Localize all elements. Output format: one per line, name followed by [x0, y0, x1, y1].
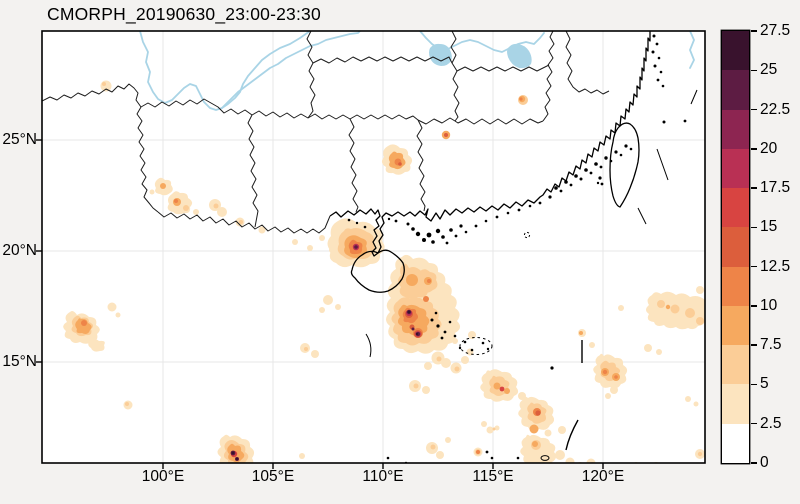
x-tick-label: 100°E: [141, 468, 185, 485]
xisha-islands-outline: [459, 337, 493, 355]
colorbar-tick-mark: [751, 305, 757, 307]
atoll-outlines: [365, 89, 698, 461]
colorbar-tick-mark: [751, 30, 757, 32]
poyang-lake: [507, 43, 532, 69]
colorbar-segment: [722, 31, 749, 71]
x-tick-label: 110°E: [362, 468, 404, 485]
x-tick-label: 105°E: [251, 468, 295, 485]
x-tick-label: 120°E: [581, 468, 625, 485]
colorbar-tick-label: 20: [760, 139, 778, 157]
colorbar-segment: [722, 423, 749, 463]
colorbar-tick-label: 22.5: [760, 100, 791, 118]
hainan-island: [350, 249, 405, 293]
colorbar-tick-mark: [751, 383, 757, 386]
colorbar-tick-label: 5: [760, 375, 769, 393]
colorbar-segment: [722, 384, 749, 424]
dongting-lake: [429, 43, 452, 66]
colorbar-tick-label: 2.5: [760, 414, 782, 432]
colorbar-tick-mark: [751, 226, 757, 229]
y-tick-label: 20°N: [2, 242, 37, 259]
colorbar-tick-label: 12.5: [760, 257, 791, 275]
colorbar-segment: [722, 345, 749, 385]
colorbar-segment: [722, 227, 749, 267]
precipitation-layer: [63, 80, 705, 463]
colorbar-tick-mark: [751, 187, 757, 189]
river-yangtze-east: [221, 31, 361, 109]
page-title: CMORPH_20190630_23:00-23:30: [47, 4, 321, 24]
river-upper-yangtze: [221, 31, 311, 109]
precip-cells-cores: [81, 97, 618, 461]
colorbar-tick-mark: [751, 265, 757, 268]
colorbar-tick-mark: [751, 344, 757, 346]
y-tick-label: 25°N: [2, 131, 37, 148]
colorbar-tick-label: 10: [760, 296, 778, 314]
colorbar-segment: [722, 148, 749, 189]
line-mark-3: [637, 207, 647, 225]
dongsha-atoll: [523, 231, 531, 239]
river-zhejiang: [689, 31, 695, 69]
province-boundaries: [42, 31, 610, 234]
line-mark-4: [690, 89, 698, 105]
coastline: [329, 31, 651, 293]
colorbar-tick-label: 25: [760, 61, 778, 79]
x-tick-label: 115°E: [472, 468, 514, 485]
taiwan-island: [609, 122, 640, 208]
colorbar-segment: [722, 305, 749, 346]
axis-tick-marks: [36, 139, 604, 469]
colorbar-tick-mark: [751, 462, 757, 464]
colorbar-tick-label: 27.5: [760, 22, 791, 39]
colorbar-tick-mark: [751, 148, 757, 150]
colorbar-tick-mark: [751, 422, 757, 425]
colorbar-tick-mark: [751, 108, 757, 111]
rivers-and-lakes: [139, 31, 695, 111]
colorbar-segment: [722, 109, 749, 149]
colorbar: [722, 31, 749, 463]
arc-mark-1: [365, 333, 372, 358]
plot-frame: [41, 30, 706, 464]
colorbar-segment: [722, 188, 749, 228]
colorbar-tick-label: 15: [760, 218, 778, 236]
line-mark-2: [656, 148, 669, 181]
colorbar-segment: [722, 70, 749, 110]
y-tick-label: 15°N: [2, 353, 37, 370]
colorbar-tick-label: 17.5: [760, 179, 791, 197]
colorbar-tick-label: 0: [760, 454, 769, 471]
small-atoll: [540, 455, 550, 461]
arc-mark-2: [565, 419, 579, 451]
colorbar-segment: [722, 266, 749, 306]
colorbar-tick-label: 7.5: [760, 336, 782, 354]
river-jinsha: [139, 31, 223, 111]
colorbar-tick-mark: [751, 69, 757, 72]
